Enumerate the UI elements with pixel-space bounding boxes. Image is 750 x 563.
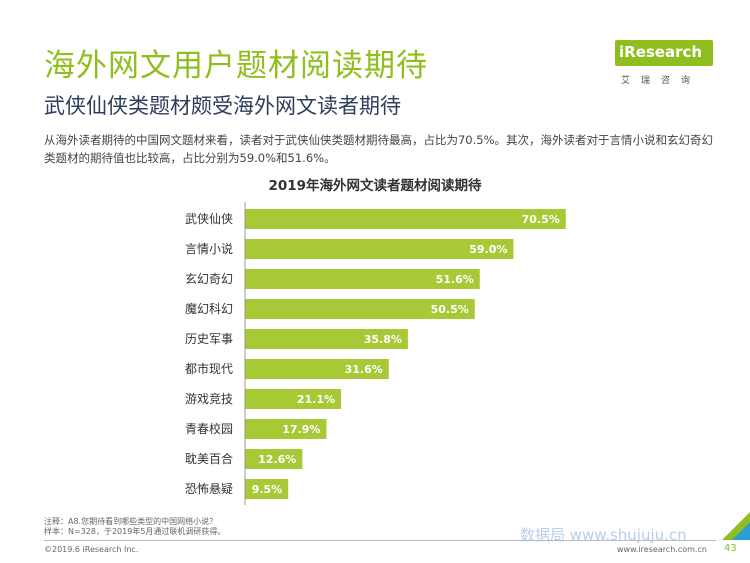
corner-decoration	[722, 512, 750, 540]
chart-title: 2019年海外网文读者题材阅读期待	[268, 178, 482, 194]
bar	[245, 479, 289, 499]
bar-chart: 武侠仙侠 70.5% 言情小说 59.0% 玄幻奇幻 51.6% 魔幻科幻 50.5% 历史军事…	[185, 202, 566, 505]
value-label: 17.9%	[282, 423, 320, 436]
value-label: 50.5%	[431, 303, 469, 316]
category-label: 玄幻奇幻	[185, 271, 233, 286]
bar	[245, 269, 480, 289]
bar	[245, 449, 303, 469]
bar	[245, 209, 566, 229]
bars-group: 武侠仙侠 70.5% 言情小说 59.0% 玄幻奇幻 51.6% 魔幻科幻 50.5% 历史军事…	[185, 202, 566, 505]
bar	[245, 329, 408, 349]
category-label: 言情小说	[185, 241, 233, 256]
category-label: 耽美百合	[185, 451, 233, 466]
category-label: 历史军事	[185, 332, 233, 346]
bar	[245, 239, 514, 259]
copyright-text: ©2019.6 iResearch Inc.	[44, 545, 139, 554]
logo-badge: iResearch	[615, 40, 713, 66]
website-link[interactable]: www.iresearch.com.cn	[617, 545, 707, 554]
category-label: 都市现代	[185, 361, 233, 376]
description-text: 从海外读者期待的中国网文题材来看，读者对于武侠仙侠类题材期待最高，占比为70.5…	[44, 133, 714, 165]
page-title: 海外网文用户题材阅读期待	[44, 48, 428, 84]
footnotes: 注释：A8.您期待看到哪些类型的中国网络小说？ 样本：N=328，于2019年5…	[44, 517, 225, 537]
bar	[245, 359, 389, 379]
category-label: 魔幻科幻	[185, 301, 233, 316]
note-question: 注释：A8.您期待看到哪些类型的中国网络小说？	[44, 517, 218, 526]
logo-brand: iResearch	[619, 43, 703, 61]
value-label: 9.5%	[252, 483, 283, 496]
category-label: 武侠仙侠	[185, 212, 233, 226]
value-label: 35.8%	[364, 333, 402, 346]
value-label: 21.1%	[297, 393, 335, 406]
page-subtitle: 武侠仙侠类题材颇受海外网文读者期待	[44, 94, 401, 118]
watermark-text: 数据局 www.shujuju.cn	[520, 526, 687, 544]
value-label: 51.6%	[436, 273, 474, 286]
page-number: 43	[724, 543, 737, 554]
bar	[245, 299, 475, 319]
category-label: 恐怖悬疑	[185, 481, 233, 496]
bar	[245, 419, 327, 439]
bar	[245, 389, 342, 409]
value-label: 59.0%	[469, 243, 507, 256]
iresearch-logo: iResearch 艾瑞咨询	[615, 40, 725, 86]
value-label: 12.6%	[258, 453, 296, 466]
corner-triangle-blue	[732, 522, 750, 540]
note-sample: 样本：N=328，于2019年5月通过联机调研获得。	[44, 527, 226, 536]
category-label: 游戏竞技	[185, 392, 233, 406]
footer-divider	[44, 540, 716, 541]
category-label: 青春校园	[185, 421, 233, 436]
logo-subtitle: 艾瑞咨询	[621, 76, 702, 86]
value-label: 31.6%	[345, 363, 383, 376]
value-label: 70.5%	[522, 213, 560, 226]
